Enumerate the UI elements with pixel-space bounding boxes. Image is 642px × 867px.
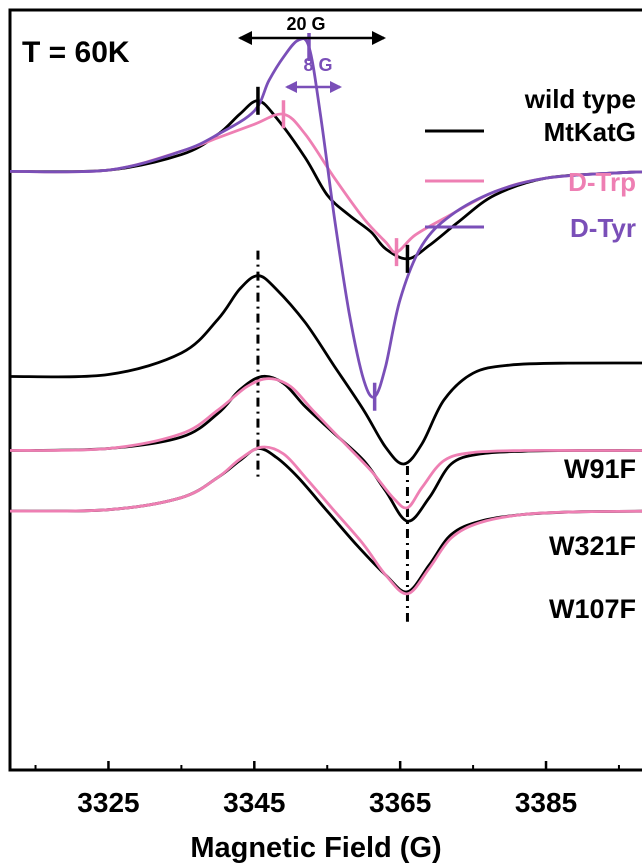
x-tick-label-3325: 3325	[77, 787, 139, 818]
temperature-label: T = 60K	[22, 36, 130, 69]
series-line-d-tyr	[9, 37, 642, 399]
width-8g-bracket	[285, 81, 342, 93]
series-label-w91f: W91F	[564, 454, 636, 484]
series-line-w107f-d-trp	[9, 445, 642, 596]
width-20g-bracket	[238, 31, 386, 45]
x-tick-label-3345: 3345	[223, 787, 285, 818]
series-line-w91f	[9, 274, 642, 466]
width-20g-label: 20 G	[286, 14, 325, 34]
legend-label-d-trp: D-Trp	[568, 167, 636, 197]
legend-label-mtkatg: MtKatG	[544, 117, 636, 147]
series-line-w321f-d-trp	[9, 377, 642, 510]
x-axis-label: Magnetic Field (G)	[190, 832, 441, 864]
legend-label-d-tyr: D-Tyr	[570, 213, 636, 243]
plot-frame	[8, 8, 642, 772]
legend: MtKatG D-Trp D-Tyr	[425, 117, 636, 243]
series-label-w107f: W107F	[549, 594, 636, 624]
x-tick-label-3365: 3365	[369, 787, 431, 818]
series-line-w107f	[9, 447, 642, 594]
series-label-w321f: W321F	[549, 531, 636, 561]
legend-header: wild type	[524, 84, 636, 114]
width-8g-label: 8 G	[303, 55, 332, 75]
x-tick-label-3385: 3385	[515, 787, 577, 818]
